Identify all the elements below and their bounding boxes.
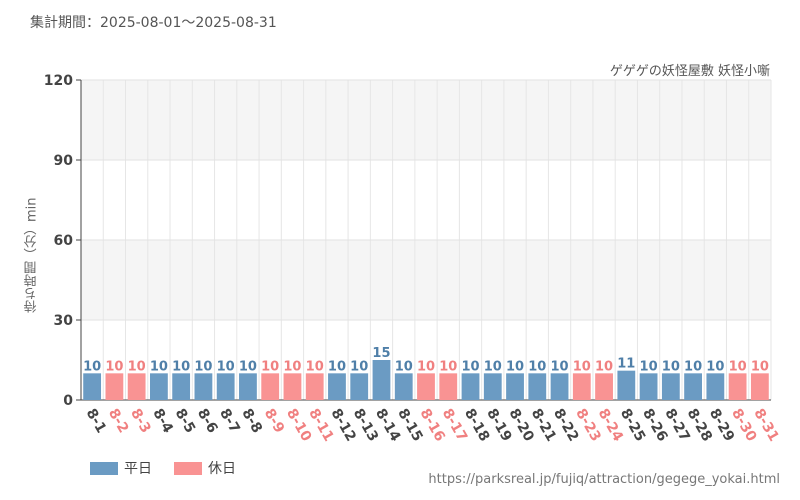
- bar-value-label: 10: [573, 359, 591, 374]
- bar-value-label: 10: [751, 359, 769, 374]
- bar-value-label: 10: [306, 359, 324, 374]
- bar: [528, 373, 547, 400]
- bar: [394, 373, 413, 400]
- bar: [127, 373, 146, 400]
- bar-value-label: 10: [172, 359, 190, 374]
- grid-band: [81, 160, 771, 240]
- bar-value-label: 10: [328, 359, 346, 374]
- y-tick-label: 90: [54, 153, 74, 169]
- grid-band: [81, 80, 771, 160]
- legend-swatch-weekday: [90, 461, 118, 475]
- bar: [83, 373, 102, 400]
- bar-value-label: 15: [372, 346, 390, 361]
- bar-value-label: 10: [194, 359, 212, 374]
- bar-value-label: 10: [684, 359, 702, 374]
- bar: [150, 373, 168, 400]
- x-tick-label: 8-2: [105, 406, 132, 436]
- bar-value-label: 10: [350, 359, 368, 374]
- legend-label-weekday: 平日: [124, 461, 152, 477]
- y-tick-label: 120: [44, 73, 73, 89]
- bar-value-label: 10: [83, 359, 101, 374]
- y-tick-label: 30: [54, 313, 74, 329]
- bar: [639, 373, 658, 400]
- bar: [194, 373, 213, 400]
- bar: [706, 373, 725, 400]
- bar: [350, 373, 369, 400]
- bar: [172, 373, 191, 400]
- bar: [684, 373, 702, 400]
- bar-value-label: 10: [506, 359, 524, 374]
- bar: [595, 373, 613, 400]
- bar-value-label: 10: [729, 359, 747, 374]
- bar: [506, 373, 524, 400]
- bar: [328, 373, 346, 400]
- bar: [461, 373, 480, 400]
- bar-value-label: 10: [105, 359, 123, 374]
- bar: [661, 373, 680, 400]
- bar: [550, 373, 569, 400]
- bar: [261, 373, 280, 400]
- bar: [305, 373, 324, 400]
- x-tick-label: 8-4: [149, 406, 176, 436]
- x-tick-label: 8-3: [127, 406, 154, 436]
- bar-value-label: 11: [617, 357, 635, 372]
- bar-value-label: 10: [662, 359, 680, 374]
- bar-value-label: 10: [150, 359, 168, 374]
- legend-item-holiday: 休日: [174, 458, 236, 478]
- bar-value-label: 10: [595, 359, 613, 374]
- bar: [239, 373, 257, 400]
- bar: [483, 373, 502, 400]
- collection-period: 集計期間：2025-08-01～2025-08-31: [30, 15, 277, 31]
- bar: [750, 373, 769, 400]
- source-url: https://parksreal.jp/fujiq/attraction/ge…: [428, 472, 780, 487]
- x-tick-label: 8-8: [238, 406, 265, 436]
- bar: [617, 370, 636, 400]
- bar-value-label: 10: [128, 359, 146, 374]
- legend-item-weekday: 平日: [90, 458, 152, 478]
- bar: [105, 373, 124, 400]
- bar: [439, 373, 458, 400]
- legend-label-holiday: 休日: [208, 461, 236, 477]
- chart-subtitle: ゲゲゲの妖怪屋敷 妖怪小噺: [609, 64, 770, 79]
- bar-value-label: 10: [484, 359, 502, 374]
- grid-band: [81, 240, 771, 320]
- bar-value-label: 10: [261, 359, 279, 374]
- bar: [728, 373, 747, 400]
- legend-swatch-holiday: [174, 461, 202, 475]
- bar-value-label: 10: [551, 359, 569, 374]
- x-tick-label: 8-7: [216, 406, 243, 436]
- y-tick-label: 60: [54, 233, 74, 249]
- bar: [372, 360, 391, 400]
- x-tick-label: 8-5: [172, 406, 199, 436]
- bar-value-label: 10: [239, 359, 257, 374]
- x-tick-label: 8-9: [261, 406, 288, 436]
- chart-legend: 平日 休日: [90, 458, 236, 478]
- x-tick-label: 8-6: [194, 406, 221, 436]
- bar: [283, 373, 302, 400]
- bar-value-label: 10: [283, 359, 301, 374]
- bar-value-label: 10: [417, 359, 435, 374]
- bar-value-label: 10: [461, 359, 479, 374]
- bar: [572, 373, 591, 400]
- bar-value-label: 10: [439, 359, 457, 374]
- x-tick-label: 8-1: [83, 406, 110, 436]
- bar-value-label: 10: [706, 359, 724, 374]
- y-tick-label: 0: [63, 393, 73, 409]
- bar-value-label: 10: [528, 359, 546, 374]
- bar-value-label: 10: [395, 359, 413, 374]
- bar-value-label: 10: [217, 359, 235, 374]
- bar: [417, 373, 435, 400]
- bar-value-label: 10: [640, 359, 658, 374]
- bar: [216, 373, 235, 400]
